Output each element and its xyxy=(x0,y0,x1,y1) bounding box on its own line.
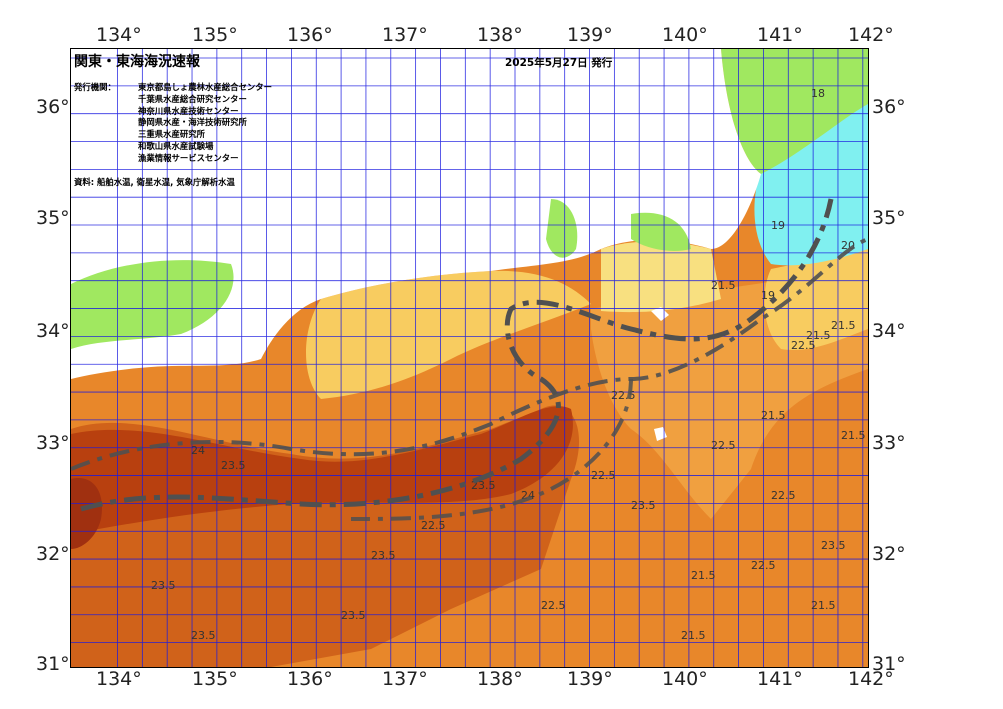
sea-zone-cooler xyxy=(601,241,721,313)
lon-tick-bottom: 141° xyxy=(757,668,803,690)
contour-label: 22.5 xyxy=(421,519,446,532)
agency-row: 静岡県水産・海洋技術研究所 xyxy=(74,117,272,129)
lat-tick-left: 36° xyxy=(36,96,70,118)
lon-tick-top: 139° xyxy=(567,24,613,46)
agency-name: 漁業情報サービスセンター xyxy=(138,152,239,163)
contour-label: 23.5 xyxy=(821,539,846,552)
sea-zone-suruga xyxy=(631,212,691,251)
lon-tick-bottom: 135° xyxy=(192,668,238,690)
land-oshima xyxy=(651,307,669,321)
lat-tick-right: 33° xyxy=(872,432,906,454)
contour-label: 21.5 xyxy=(806,329,831,342)
lat-tick-left: 31° xyxy=(36,653,70,675)
sea-zone-kuroshio xyxy=(71,406,573,534)
lon-tick-top: 136° xyxy=(287,24,333,46)
contour-label: 21.5 xyxy=(831,319,856,332)
contour-label: 24 xyxy=(191,444,205,457)
data-source: 資料: 船舶水温, 衛星水温, 気象庁解析水温 xyxy=(74,177,235,187)
sea-zone-cool-east xyxy=(764,249,868,350)
agency-name: 神奈川県水産技術センター xyxy=(138,105,239,116)
agency-row: 和歌山県水産試験場 xyxy=(74,141,272,153)
contour-label: 23.5 xyxy=(341,609,366,622)
kuroshio-axis-line xyxy=(80,198,834,512)
lat-tick-right: 32° xyxy=(872,543,906,565)
lat-tick-left: 34° xyxy=(36,320,70,342)
agency-row: 千葉県水産総合研究センター xyxy=(74,94,272,106)
kuroshio-axis-line-3 xyxy=(350,378,633,521)
sea-zone-cold xyxy=(721,49,868,174)
contour-label: 23.5 xyxy=(151,579,176,592)
contour-label: 21.5 xyxy=(761,409,786,422)
contour-label: 23.5 xyxy=(221,459,246,472)
lat-tick-left: 32° xyxy=(36,543,70,565)
lon-tick-bottom: 140° xyxy=(662,668,708,690)
agency-name: 東京都島しょ農林水産総合センター xyxy=(138,82,272,92)
lon-tick-bottom: 137° xyxy=(382,668,428,690)
lat-tick-left: 33° xyxy=(36,432,70,454)
lat-tick-right: 35° xyxy=(872,207,906,229)
map-title: 関東・東海海況速報 xyxy=(74,54,200,70)
contour-label: 23.5 xyxy=(371,549,396,562)
agency-row: 漁業情報サービスセンター xyxy=(74,153,272,165)
contour-label: 21.5 xyxy=(711,279,736,292)
lon-tick-top: 137° xyxy=(382,24,428,46)
lon-tick-bottom: 134° xyxy=(96,668,142,690)
lon-tick-top: 135° xyxy=(192,24,238,46)
lon-tick-bottom: 138° xyxy=(477,668,523,690)
lat-tick-right: 34° xyxy=(872,320,906,342)
agency-name: 三重県水産研究所 xyxy=(138,129,205,140)
kuroshio-axis-line-2 xyxy=(71,237,868,471)
issue-date: 2025年5月27日 発行 xyxy=(505,57,613,69)
contour-label: 22.5 xyxy=(591,469,616,482)
lat-tick-left: 35° xyxy=(36,207,70,229)
agency-name: 静岡県水産・海洋技術研究所 xyxy=(138,117,247,128)
lon-tick-top: 134° xyxy=(96,24,142,46)
sea-temperature-map: 18 19 19 20 21.5 21.5 21.5 21.5 22.5 22.5 22.5 22.5… xyxy=(70,48,869,668)
contour-label: 22.5 xyxy=(751,559,776,572)
contour-label: 22.5 xyxy=(791,339,816,352)
contour-label: 21.5 xyxy=(681,629,706,642)
agency-name: 千葉県水産総合研究センター xyxy=(138,93,247,104)
lon-tick-top: 141° xyxy=(757,24,803,46)
agency-row: 神奈川県水産技術センター xyxy=(74,106,272,118)
contour-label: 23.5 xyxy=(191,629,216,642)
lon-tick-top: 138° xyxy=(477,24,523,46)
grid-lines xyxy=(71,49,868,667)
sea-zone-cool xyxy=(306,270,591,399)
sea-zone-ise-bay xyxy=(546,199,578,258)
agency-row: 三重県水産研究所 xyxy=(74,129,272,141)
contour-label: 18 xyxy=(811,87,825,100)
agencies-list: 発行機関： 東京都島しょ農林水産総合センター 千葉県水産総合研究センター 神奈川県… xyxy=(74,82,272,165)
lon-tick-top: 142° xyxy=(848,24,894,46)
map-canvas: 1819192021.521.521.521.522.522.522.522.5… xyxy=(71,49,868,667)
lon-tick-bottom: 139° xyxy=(567,668,613,690)
sea-zone-coldest xyxy=(754,99,868,266)
contour-label: 21.5 xyxy=(691,569,716,582)
lat-tick-right: 36° xyxy=(872,96,906,118)
contour-label: 23.5 xyxy=(631,499,656,512)
agencies-label: 発行機関： xyxy=(74,82,116,92)
contour-label: 22.5 xyxy=(771,489,796,502)
lat-tick-right: 31° xyxy=(872,653,906,675)
contour-label: 22.5 xyxy=(711,439,736,452)
lon-tick-top: 140° xyxy=(662,24,708,46)
lon-tick-bottom: 142° xyxy=(848,668,894,690)
contour-label: 22.5 xyxy=(541,599,566,612)
sea-zone-osaka-bay xyxy=(71,260,234,349)
contour-label: 19 xyxy=(771,219,785,232)
contour-labels: 1819192021.521.521.521.522.522.522.522.5… xyxy=(151,87,866,642)
contour-label: 21.5 xyxy=(841,429,866,442)
agency-row: 発行機関： 東京都島しょ農林水産総合センター xyxy=(74,82,272,94)
contour-label: 21.5 xyxy=(811,599,836,612)
agency-name: 和歌山県水産試験場 xyxy=(138,140,214,151)
lon-tick-bottom: 136° xyxy=(287,668,333,690)
